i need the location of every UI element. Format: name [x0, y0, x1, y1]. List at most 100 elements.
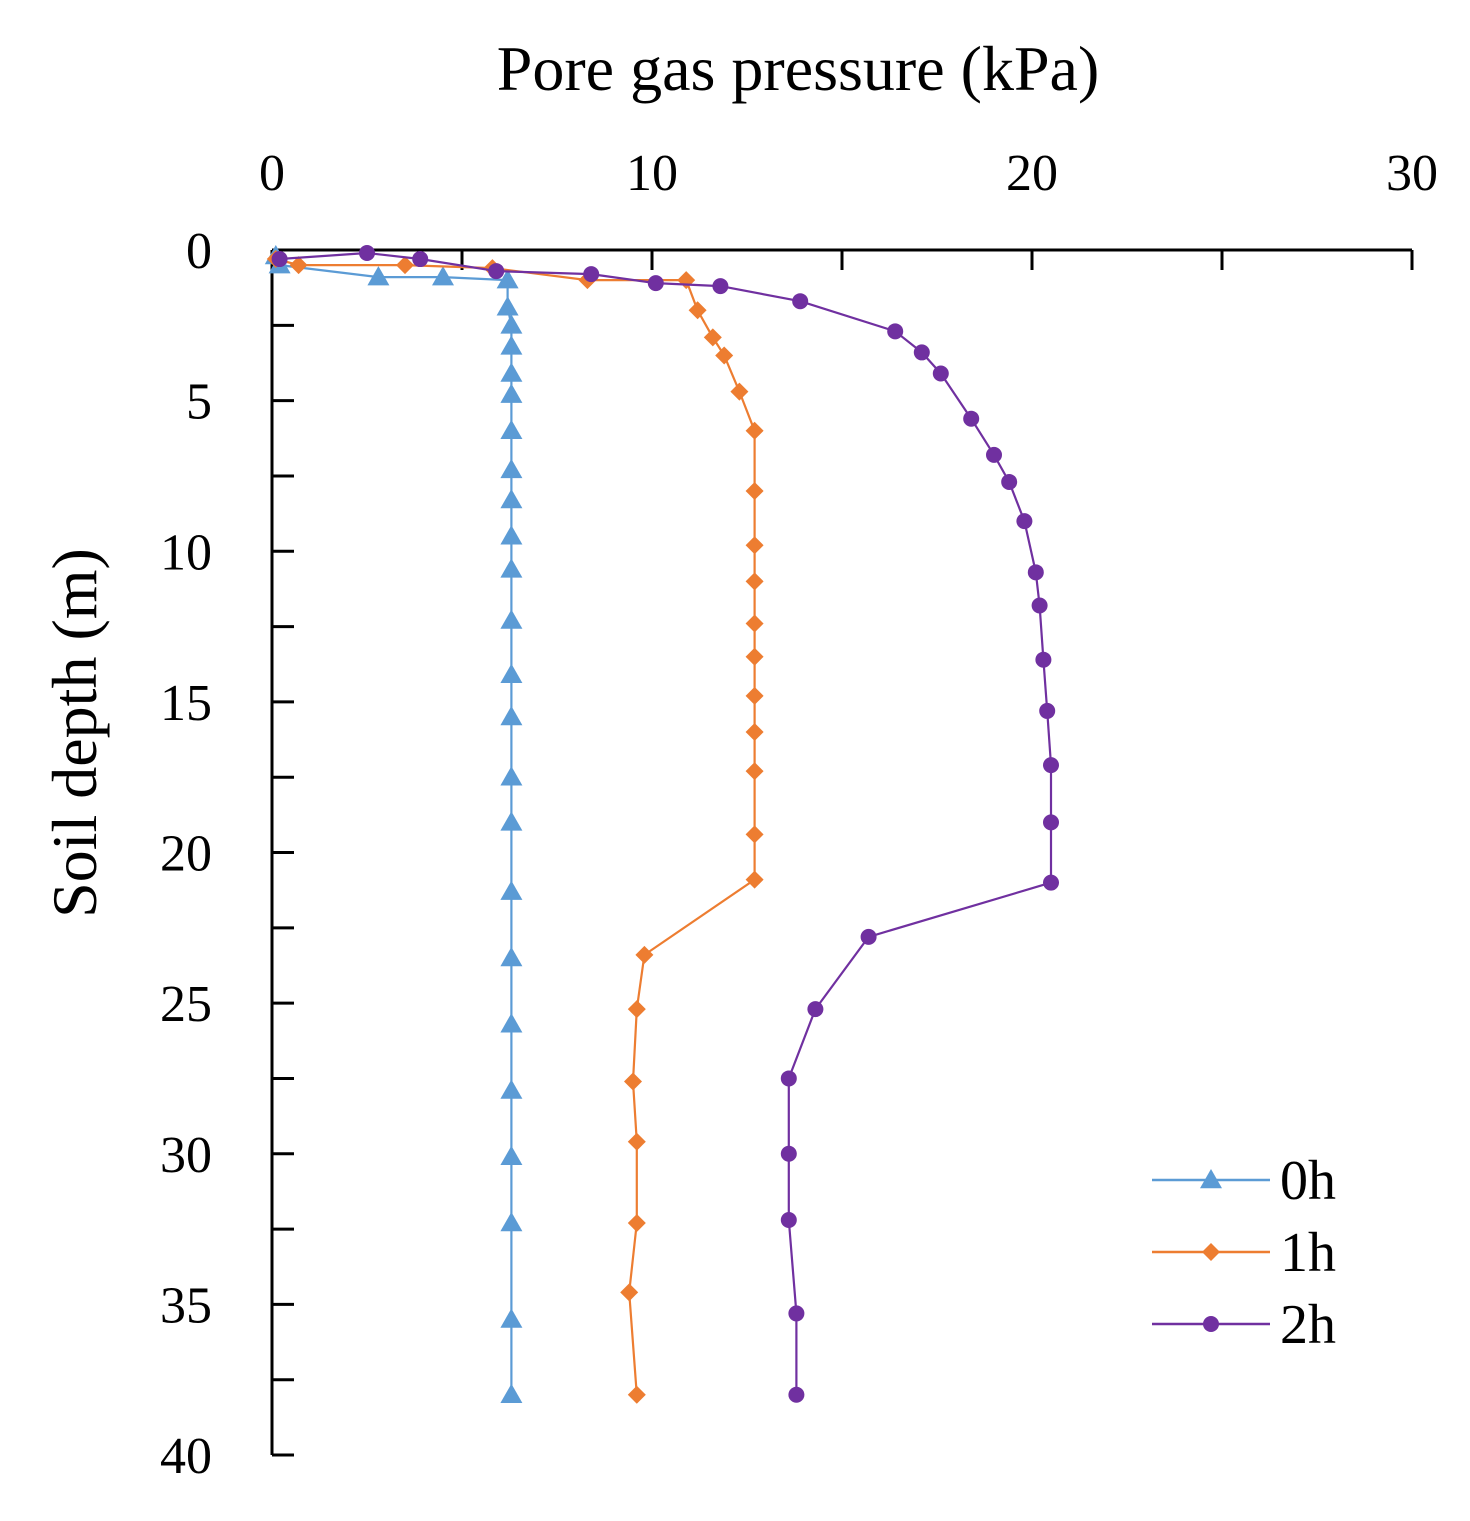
- legend-marker: [1203, 1316, 1219, 1332]
- data-point: [500, 705, 523, 726]
- data-point: [688, 301, 707, 320]
- data-point: [745, 421, 764, 440]
- legend-item-1h: 1h: [1152, 1222, 1336, 1284]
- data-point: [627, 1214, 646, 1233]
- series-0h: [264, 245, 523, 1403]
- data-point: [745, 723, 764, 741]
- data-point: [500, 558, 523, 578]
- series-layer: [264, 245, 1059, 1404]
- data-point: [500, 458, 523, 479]
- data-point: [500, 1383, 523, 1403]
- x-axis-title: Pore gas pressure (kPa): [497, 33, 1100, 104]
- data-point: [289, 256, 308, 275]
- data-point: [500, 489, 523, 509]
- data-point: [500, 946, 523, 967]
- data-point: [620, 1283, 639, 1302]
- data-point: [496, 296, 519, 316]
- data-point: [500, 314, 523, 334]
- data-point: [1035, 651, 1052, 668]
- data-point: [359, 245, 375, 262]
- series-2h: [271, 245, 1059, 1403]
- legend-item-2h: 2h: [1152, 1294, 1336, 1356]
- data-point: [500, 383, 523, 403]
- data-point: [500, 1145, 523, 1166]
- data-point: [627, 1132, 646, 1151]
- data-point: [745, 614, 764, 633]
- data-point: [745, 762, 764, 781]
- y-axis-title: Soil depth (m): [39, 548, 110, 918]
- data-point: [627, 1000, 646, 1019]
- data-point: [780, 1212, 797, 1229]
- data-point: [703, 328, 722, 347]
- data-point: [500, 766, 523, 786]
- data-point: [500, 1013, 523, 1033]
- data-point: [500, 609, 523, 629]
- data-point: [583, 266, 600, 283]
- y-tick-label: 25: [160, 976, 212, 1033]
- data-point: [986, 446, 1002, 463]
- x-tick-labels: 0 10 20 30: [259, 145, 1438, 202]
- data-point: [745, 536, 764, 555]
- data-point: [500, 1212, 523, 1232]
- data-point: [500, 419, 523, 439]
- data-point: [963, 410, 980, 427]
- data-point: [677, 271, 696, 290]
- data-point: [1016, 513, 1033, 530]
- data-point: [1001, 473, 1018, 490]
- data-point: [367, 266, 390, 286]
- data-point: [745, 870, 764, 889]
- data-point: [500, 1079, 523, 1099]
- data-point: [745, 482, 764, 500]
- x-tick-label: 10: [626, 145, 678, 202]
- data-point: [432, 266, 454, 286]
- y-tick-label: 40: [160, 1428, 212, 1485]
- data-point: [792, 293, 809, 310]
- x-tick-label: 20: [1006, 145, 1058, 202]
- data-point: [624, 1072, 642, 1091]
- legend-label: 2h: [1280, 1294, 1336, 1356]
- data-point: [788, 1305, 805, 1322]
- data-point: [788, 1386, 805, 1403]
- data-point: [780, 1145, 797, 1162]
- legend: 0h 1h 2h: [1152, 1150, 1336, 1356]
- data-point: [712, 278, 729, 295]
- data-point: [1043, 814, 1059, 831]
- y-tick-label: 5: [186, 374, 212, 431]
- data-point: [500, 335, 523, 355]
- series-line-0h: [274, 255, 513, 1395]
- data-point: [488, 263, 505, 280]
- data-point: [1039, 702, 1056, 719]
- data-point: [396, 256, 414, 275]
- axes: [270, 248, 1414, 1457]
- data-point: [500, 1308, 523, 1328]
- data-point: [780, 1070, 797, 1087]
- data-point: [271, 251, 288, 268]
- data-point: [500, 880, 523, 900]
- y-tick-label: 30: [160, 1127, 212, 1184]
- data-point: [500, 525, 523, 545]
- data-point: [860, 928, 877, 945]
- data-point: [412, 251, 429, 268]
- data-point: [745, 572, 764, 591]
- legend-label: 0h: [1280, 1150, 1336, 1212]
- data-point: [807, 1001, 824, 1018]
- data-point: [647, 275, 664, 292]
- data-point: [1031, 597, 1048, 614]
- x-tick-label: 0: [259, 145, 285, 202]
- data-point: [715, 346, 734, 365]
- data-point: [500, 811, 523, 831]
- data-point: [500, 362, 523, 382]
- legend-marker: [1202, 1243, 1220, 1261]
- y-tick-label: 10: [160, 524, 212, 581]
- data-point: [887, 323, 904, 340]
- data-point: [496, 269, 519, 289]
- data-point: [745, 825, 764, 844]
- data-point: [730, 382, 749, 401]
- data-point: [1043, 874, 1059, 891]
- data-point: [635, 945, 654, 964]
- data-point: [913, 344, 930, 361]
- legend-marker: [1200, 1169, 1222, 1189]
- legend-item-0h: 0h: [1152, 1150, 1336, 1212]
- data-point: [1043, 757, 1059, 774]
